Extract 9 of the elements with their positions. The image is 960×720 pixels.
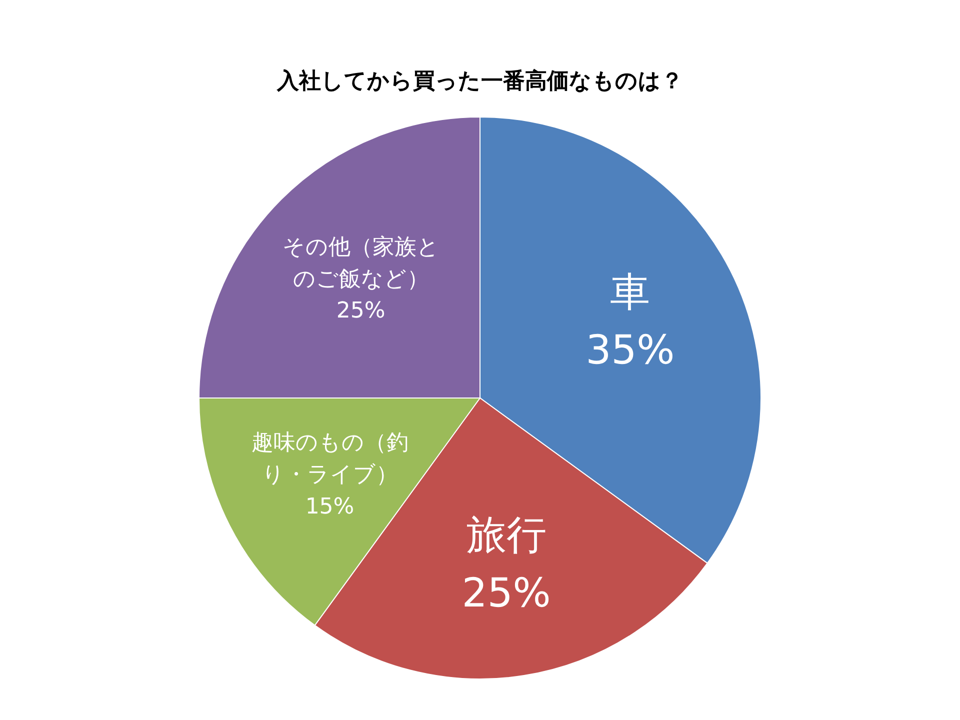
slice-label: その他（家族とのご飯など） (282, 234, 440, 292)
data-label: 15% (305, 494, 354, 519)
data-label: 35% (586, 327, 675, 374)
data-label: 25% (336, 298, 386, 324)
data-label: 25% (462, 570, 551, 617)
slice-label: 旅行 (466, 512, 546, 559)
slice-label: 車 (610, 269, 650, 316)
slice-label: 趣味のもの（釣り・ライブ） (251, 430, 408, 488)
chart-title: 入社してから買った一番高価なものは？ (276, 68, 684, 96)
